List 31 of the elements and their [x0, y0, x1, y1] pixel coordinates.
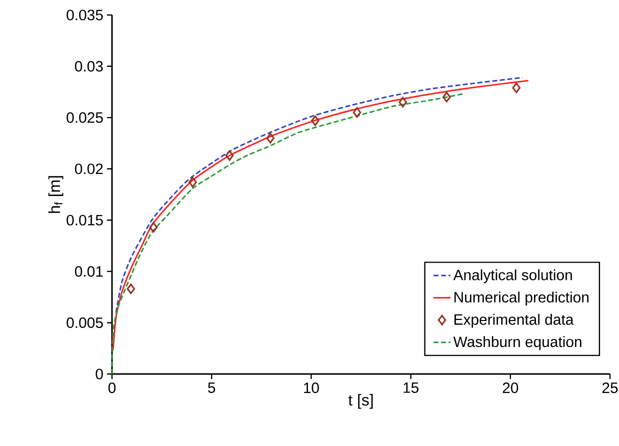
y-tick-label: 0.03	[74, 60, 103, 72]
y-tick-label: 0.005	[66, 317, 103, 328]
y-tick-label: 0.035	[66, 10, 103, 20]
y-tick-label: 0.015	[66, 214, 103, 226]
point	[188, 176, 197, 188]
y-tick-label: 0.01	[74, 266, 103, 277]
legend-label: Numerical prediction	[454, 292, 588, 306]
point	[266, 132, 275, 144]
line-series	[115, 76, 524, 314]
y-tick-label: 0	[96, 368, 103, 380]
y-axis-title: h$_{f}$ [m]	[48, 176, 64, 213]
y-tick-label: 0.025	[66, 112, 103, 123]
point	[126, 284, 136, 294]
legend-label: Washburn equation	[453, 336, 582, 350]
point	[442, 92, 451, 102]
legend-label: Experimental data	[454, 314, 574, 328]
x-axis-title: t [s]	[348, 394, 373, 409]
point	[512, 82, 521, 94]
point	[398, 96, 407, 108]
point	[225, 150, 234, 161]
x-tick-label: 15	[404, 382, 418, 393]
x-tick-label: 25	[602, 382, 618, 394]
point	[149, 222, 158, 233]
x-tick-label: 5	[208, 382, 216, 393]
legend-label: Analytical solution	[453, 269, 572, 284]
point	[311, 115, 320, 126]
point	[352, 107, 362, 118]
x-tick-label: 20	[502, 382, 518, 394]
x-tick-label: 10	[304, 382, 319, 394]
y-tick-label: 0.02	[74, 164, 103, 174]
x-tick-label: 0	[108, 382, 116, 394]
